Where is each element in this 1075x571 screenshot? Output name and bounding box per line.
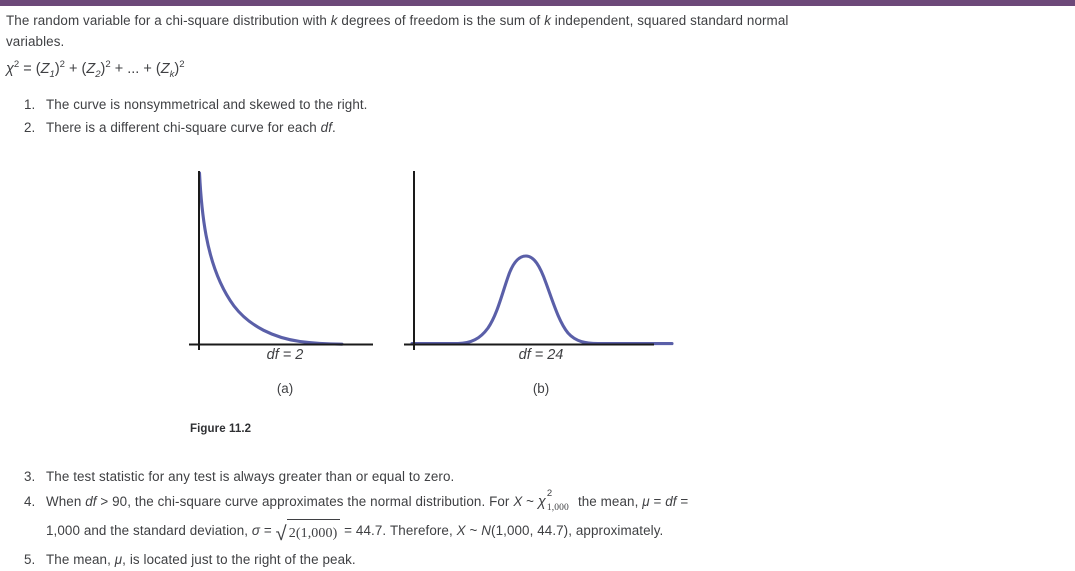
item4-line2-eq: = <box>260 522 276 538</box>
list-item: 1. The curve is nonsymmetrical and skewed… <box>24 94 824 116</box>
list-item-text: The curve is nonsymmetrical and skewed t… <box>46 97 368 112</box>
top-accent-bar <box>0 0 1075 6</box>
formula-term3-close: ) <box>174 61 180 77</box>
list-item-text: The test statistic for any test is alway… <box>46 469 455 484</box>
formula-chi-exponent: 2 <box>13 59 20 71</box>
list-item-text: There is a different chi-square curve fo… <box>46 119 321 135</box>
formula-term2-close: ) <box>100 61 106 77</box>
formula-term3-open: ( <box>155 61 161 77</box>
formula-equals: = <box>19 61 36 77</box>
formula-plus-1: + <box>64 61 82 77</box>
formula-ellipsis: ... <box>127 61 140 77</box>
chart-df-2-label-value: = 2 <box>278 347 304 363</box>
list-item: 2. There is a different chi-square curve … <box>24 117 824 139</box>
intro-text-1: The random variable for a chi-square dis… <box>6 13 331 28</box>
item4-tilde-2: ~ <box>465 522 482 538</box>
formula-term1-exponent: 2 <box>59 59 65 71</box>
chart-df-24: df = 24 (b) <box>396 161 686 396</box>
item4-X-2: X <box>456 522 466 538</box>
list-item: 4. When df > 90, the chi-square curve app… <box>24 488 1064 547</box>
list-item: 3. The test statistic for any test is alw… <box>24 466 1064 488</box>
item4-text-2: > 90, the chi-square curve approximates … <box>96 493 514 509</box>
formula-term1-sub: 1 <box>49 68 55 80</box>
chi-square-curve-df2 <box>197 171 344 346</box>
item4-df-2: df <box>665 493 677 509</box>
list-item-text: The mean, <box>46 551 115 567</box>
list-item-number: 2. <box>24 119 36 135</box>
intro-paragraph: The random variable for a chi-square dis… <box>6 10 826 52</box>
figure-caption: Figure 11.2 <box>190 423 252 435</box>
chi-square-formula: χ2 = (Z1)2 + (Z2)2 + ... + (Zk)2 <box>6 59 185 80</box>
chi-subscript: 1,000 <box>546 502 569 513</box>
chart-df-24-sublabel: (b) <box>532 381 550 396</box>
formula-term3-exponent: 2 <box>179 59 185 71</box>
formula-term3-var: Z <box>160 61 170 77</box>
chart-df-2-sublabel: (a) <box>276 381 294 396</box>
radical-icon: √ <box>275 522 287 545</box>
formula-term1-open: ( <box>35 61 41 77</box>
chart-df-24-label-df: df <box>518 347 531 363</box>
item4-text-1: When <box>46 493 86 509</box>
item4-line2-text-3: (1,000, 44.7), approximately. <box>491 522 664 538</box>
chi-glyph: χ <box>537 493 546 510</box>
chart-df-24-label-value: = 24 <box>530 347 564 363</box>
item4-X-1: X <box>513 493 523 509</box>
formula-term2-open: ( <box>81 61 87 77</box>
square-root-expression: √ 2(1,000) <box>275 518 341 547</box>
chi-squared-1000-notation: χ 2 1,000 <box>537 488 578 515</box>
chart-df-2: df = 2 (a) <box>180 161 390 396</box>
formula-plus-2: + <box>110 61 128 77</box>
formula-term2-var: Z <box>86 61 96 77</box>
list-item-number: 3. <box>24 469 36 484</box>
chi-square-curve-df24 <box>410 254 674 346</box>
list-item: 5. The mean, μ, is located just to the ri… <box>24 549 1064 571</box>
chart-df-2-svg <box>189 171 373 350</box>
chi-superscript: 2 <box>546 487 553 499</box>
item4-text-3: the mean, <box>577 493 643 509</box>
formula-plus-3: + <box>139 61 156 77</box>
intro-text-3: independent, squared standard normal var… <box>6 13 789 49</box>
intro-k-1: k <box>330 13 338 28</box>
item4-tilde-1: ~ <box>522 493 538 509</box>
chart-df-2-label: df = 2 <box>180 347 390 363</box>
chart-df-2-label-df: df <box>266 347 279 363</box>
properties-list-top: 1. The curve is nonsymmetrical and skewed… <box>24 94 824 139</box>
list-item-number: 5. <box>24 551 36 567</box>
item4-N: N <box>481 522 492 538</box>
list-item-emphasis: df <box>320 119 333 135</box>
item4-mu: μ <box>642 493 650 509</box>
chart-df-24-svg <box>404 171 674 350</box>
list-item-number: 4. <box>24 493 36 509</box>
formula-term3-sub: k <box>169 68 175 80</box>
item4-line2: 1,000 and the standard deviation, σ = √ 2… <box>46 518 1064 547</box>
formula-term2-exponent: 2 <box>105 59 111 71</box>
item4-eq-1: = <box>649 493 666 509</box>
list-item-number: 1. <box>24 97 36 112</box>
formula-term1-var: Z <box>40 61 50 77</box>
item4-df-1: df <box>85 493 97 509</box>
figure-11-2: df = 2 (a) df = 24 (b) Figure 11.2 <box>0 161 1075 451</box>
properties-list-bottom: 3. The test statistic for any test is alw… <box>24 466 1064 571</box>
intro-text-2: degrees of freedom is the sum of <box>337 13 545 28</box>
list-item-text-tail: , is located just to the right of the pe… <box>122 551 356 567</box>
item4-line2-text-1: 1,000 and the standard deviation, <box>46 522 252 538</box>
item4-sigma: σ <box>251 522 261 538</box>
formula-term1-close: ) <box>54 61 60 77</box>
item4-line2-text-2: = 44.7. Therefore, <box>340 522 457 538</box>
item4-eq-2: = <box>676 493 689 509</box>
intro-k-2: k <box>544 13 551 28</box>
formula-chi: χ <box>6 61 14 77</box>
chart-df-24-label: df = 24 <box>396 347 686 363</box>
list-item-text-tail: . <box>332 119 336 135</box>
formula-term2-sub: 2 <box>95 68 101 80</box>
radicand: 2(1,000) <box>286 518 341 547</box>
